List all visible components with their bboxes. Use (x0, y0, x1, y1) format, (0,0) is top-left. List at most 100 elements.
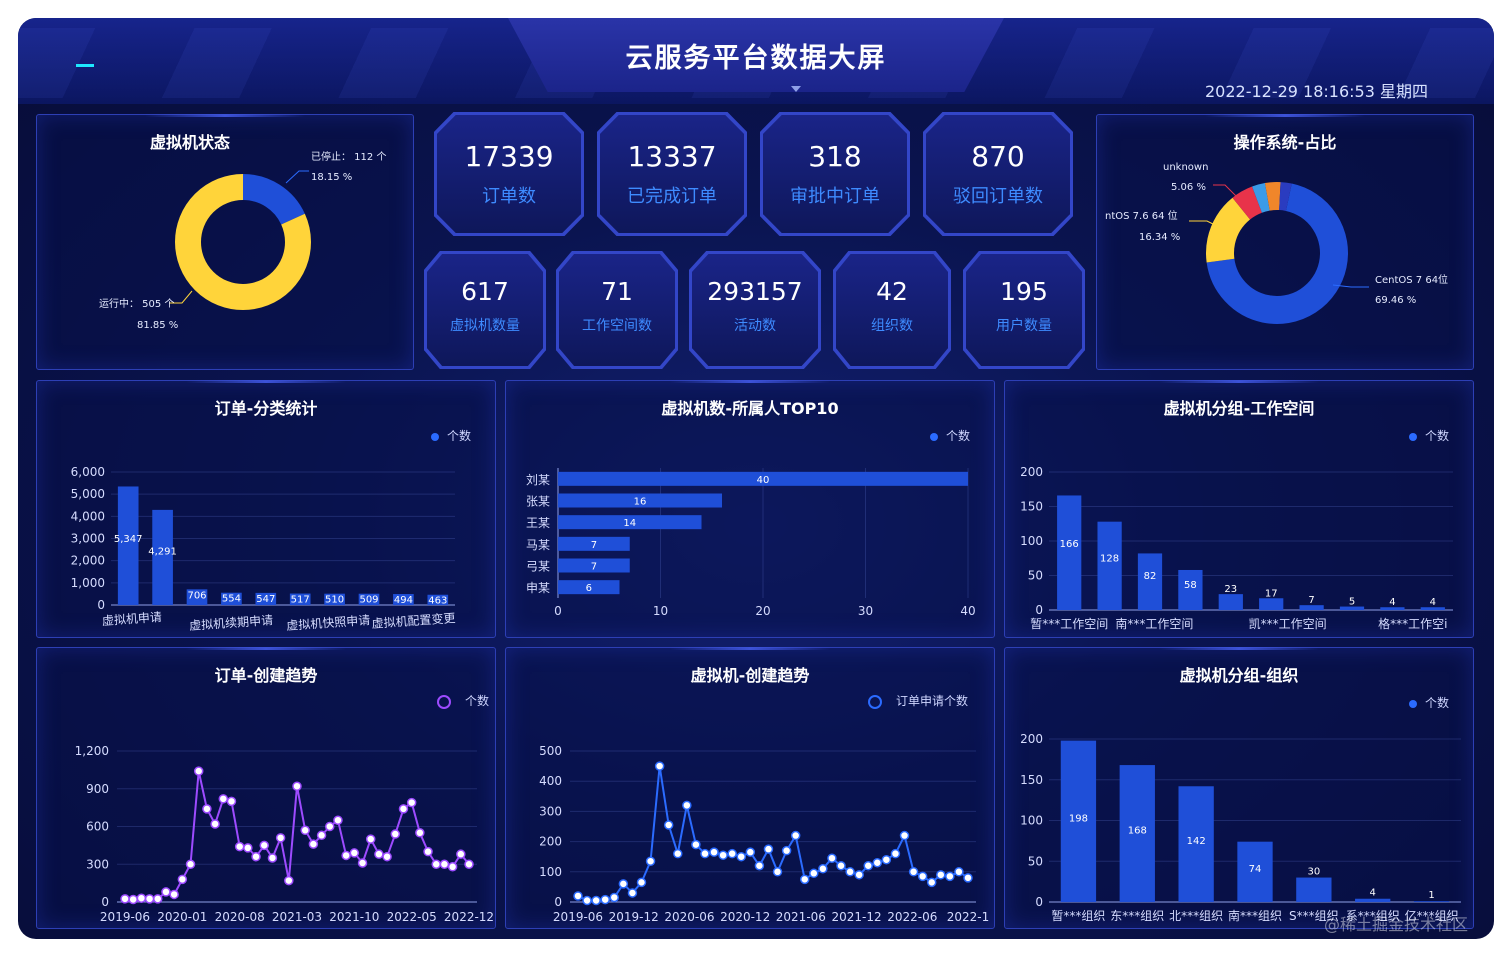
stat-label: 组织数 (871, 318, 913, 334)
chart-legend[interactable]: 订单申请个数 (868, 692, 968, 709)
bar-value-label: 4 (1430, 597, 1436, 608)
bar (1380, 607, 1405, 610)
x-tick-label: 2022-05 (387, 910, 437, 924)
slice-percent: 69.46 % (1375, 295, 1416, 306)
data-point (365, 834, 376, 844)
bar-value-label: 509 (359, 595, 378, 606)
x-tick-label: 虚拟机申请 (101, 610, 162, 628)
vm-workspace-chart: 0 50 100 150 200 166 128 82 58 23 17 7 5 4 4 暂***工作空间 南*… (1020, 465, 1453, 631)
data-point (917, 871, 928, 882)
panel-topbar (670, 380, 830, 383)
panel-order-trend: 订单-创建趋势 个数 0 300 600 900 1,200 2019-06 2020-01… (36, 647, 496, 929)
data-point (357, 858, 368, 868)
chart-legend[interactable]: 个数 (929, 427, 970, 444)
data-point (185, 859, 196, 869)
data-point (398, 804, 409, 814)
chevron-down-icon[interactable] (791, 86, 801, 92)
data-point (663, 820, 674, 830)
bar (1178, 569, 1203, 610)
panel-topbar (186, 380, 346, 383)
y-tick-label: 150 (1020, 773, 1043, 787)
data-point (609, 892, 620, 903)
x-tick-label: 东***组织 (1110, 909, 1164, 923)
data-point (144, 894, 155, 904)
slice-label: 已停止： 112 个 (311, 150, 386, 163)
data-point (431, 859, 441, 869)
y-tick-label: 6,000 (71, 465, 105, 479)
data-point (827, 853, 837, 863)
legend-ring-icon (437, 694, 451, 709)
bar-value-label: 128 (1100, 553, 1119, 564)
slice-percent: 81.85 % (137, 320, 178, 331)
data-point (736, 851, 747, 862)
stat-card-inner (966, 254, 1082, 366)
legend-label: 个数 (945, 429, 970, 443)
chart-legend[interactable]: 个数 (1408, 694, 1449, 711)
stat-value: 617 (461, 277, 509, 306)
bar-value-label: 510 (325, 595, 344, 606)
stat-card: 71 工作空间数 (556, 251, 678, 369)
donut-slice (175, 174, 311, 310)
panel-title: 虚拟机状态 (149, 133, 230, 152)
stat-card: 293157 活动数 (689, 251, 821, 369)
header: 云服务平台数据大屏 2022-12-29 18:16:53 星期四 (18, 18, 1494, 104)
data-point (382, 851, 392, 862)
bar (255, 592, 277, 605)
bar-value-label: 23 (1224, 584, 1237, 595)
x-tick-label: 2021-03 (272, 910, 322, 924)
data-point (854, 870, 864, 880)
bar (1420, 607, 1445, 610)
stat-card: 870 驳回订单数 (923, 112, 1073, 236)
bar-value-label: 547 (256, 594, 275, 605)
bar-value-label: 30 (1307, 867, 1320, 878)
legend-label: 个数 (465, 694, 490, 708)
y-tick-label: 张某 (526, 495, 550, 509)
bar (1060, 740, 1097, 902)
bar-value-label: 5 (1349, 597, 1355, 608)
stat-label: 活动数 (734, 318, 776, 334)
y-tick-label: 马某 (526, 538, 550, 552)
chart-legend[interactable]: 个数 (430, 427, 471, 444)
legend-ring-icon (868, 694, 882, 709)
vm-org-chart: 0 50 100 150 200 198 168 142 74 30 4 1 暂***组织 东***组织北… (1020, 732, 1461, 923)
stat-value: 13337 (627, 140, 717, 173)
bar-value-label: 7 (591, 562, 597, 573)
y-tick-label: 100 (1020, 814, 1043, 828)
data-point (627, 888, 638, 898)
x-tick-label: 20 (755, 604, 770, 618)
panel-title: 订单-分类统计 (214, 399, 318, 418)
y-tick-label: 申某 (526, 581, 550, 595)
bar (1296, 877, 1332, 902)
chart-legend[interactable]: 个数 (1408, 427, 1449, 444)
stat-card: 617 虚拟机数量 (424, 251, 546, 369)
panel-title: 虚拟机数-所属人TOP10 (661, 399, 839, 418)
bar (1355, 898, 1391, 902)
x-tick-label: 2020-08 (215, 910, 265, 924)
data-point (673, 848, 683, 859)
donut-slice (1206, 181, 1348, 324)
watermark: @稀土掘金技术社区 (1323, 915, 1468, 934)
x-tick-label: 30 (858, 604, 873, 618)
data-point (349, 848, 360, 858)
bar-value-label: 517 (291, 595, 310, 606)
bar (1119, 765, 1155, 902)
panel-vm-owner: 虚拟机数-所属人TOP10 个数 0 10 20 30 40 40 刘某 16 张某 14 王某 7 马… (505, 380, 995, 638)
slice-percent: 16.34 % (1139, 232, 1180, 243)
bar (1299, 605, 1324, 610)
bar-value-label: 1 (1428, 890, 1434, 901)
data-point (763, 844, 774, 854)
stat-value: 195 (1000, 277, 1048, 306)
data-point (591, 895, 601, 906)
data-point (292, 781, 302, 791)
stat-label: 虚拟机数量 (450, 318, 520, 334)
stat-card: 195 用户数量 (963, 251, 1085, 369)
leader-line (1213, 184, 1238, 198)
y-tick-label: 4,000 (71, 509, 105, 523)
x-tick-label: 系***组织 (1346, 909, 1400, 923)
stat-value: 71 (601, 277, 633, 306)
order-category-chart: 0 1,000 2,000 3,000 4,000 5,000 6,000 5,347 4,29… (71, 465, 456, 633)
data-point (161, 887, 171, 897)
panel-title: 操作系统-占比 (1233, 133, 1337, 152)
chart-legend[interactable]: 个数 (437, 692, 489, 709)
legend-label: 个数 (1424, 429, 1449, 443)
